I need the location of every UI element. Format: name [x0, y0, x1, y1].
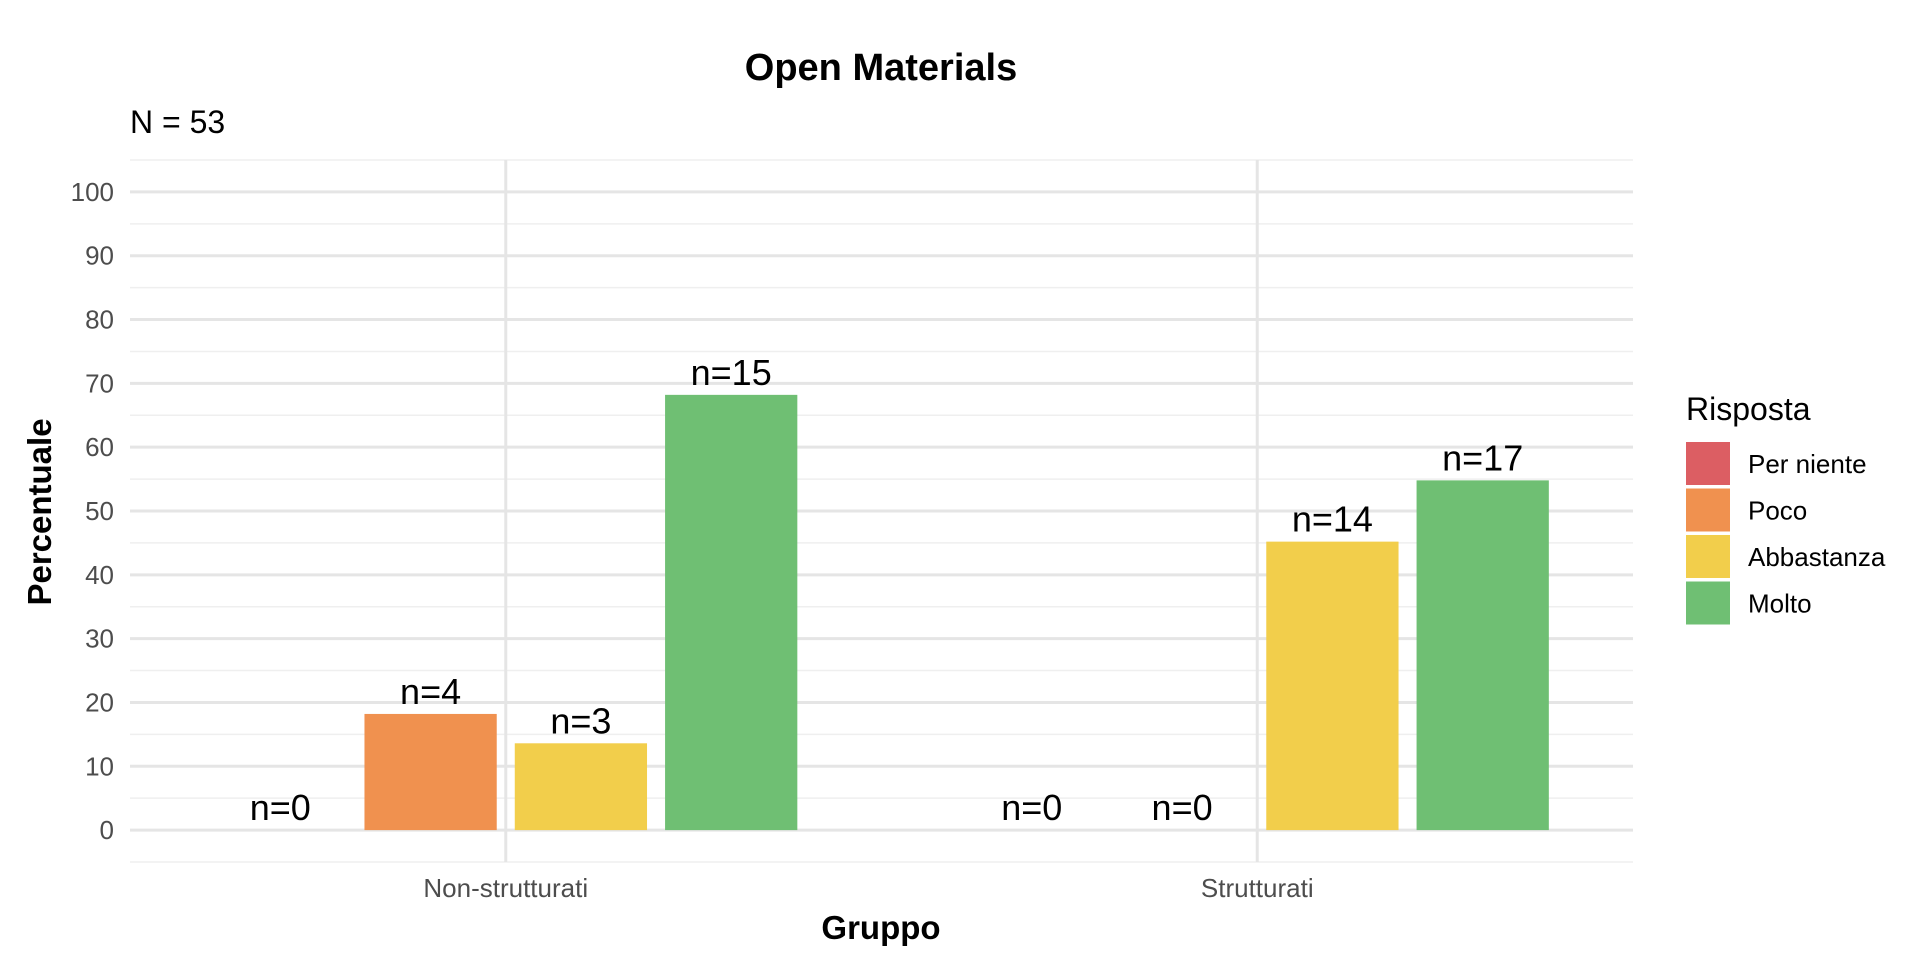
chart-subtitle: N = 53: [130, 104, 225, 140]
bar: [364, 713, 497, 831]
grid: [130, 159, 1633, 863]
x-tick-label: Strutturati: [1201, 873, 1314, 903]
x-tick-label: Non-strutturati: [423, 873, 588, 903]
data-label: n=0: [1001, 787, 1062, 828]
y-tick-label: 70: [85, 368, 114, 398]
bar: [1266, 541, 1399, 831]
bar: [514, 743, 648, 831]
data-label: n=3: [550, 700, 611, 741]
legend-swatch: [1686, 442, 1730, 485]
y-axis-ticks: 0 10 20 30 40 50 60 70 80 90 100: [71, 177, 114, 845]
data-label: n=15: [691, 352, 772, 393]
data-label: n=14: [1292, 499, 1373, 540]
legend: Risposta Per niente Poco Abbastanza Molto: [1686, 391, 1886, 625]
legend-label: Molto: [1748, 589, 1812, 619]
y-tick-label: 0: [100, 815, 114, 845]
legend-swatch: [1686, 488, 1730, 532]
data-label: n=17: [1442, 437, 1523, 478]
data-label: n=4: [400, 671, 461, 712]
data-label: n=0: [250, 787, 311, 828]
legend-label: Abbastanza: [1748, 542, 1886, 572]
legend-label: Poco: [1748, 496, 1807, 526]
legend-label: Per niente: [1748, 449, 1867, 479]
y-tick-label: 50: [85, 496, 114, 526]
y-tick-label: 10: [85, 751, 114, 781]
bar: [665, 394, 798, 831]
y-axis-title: Percentuale: [21, 418, 58, 605]
y-tick-label: 30: [85, 624, 114, 654]
bar-labels: n=0 n=0 n=4 n=0 n=3 n=14 n=15 n=17: [250, 352, 1523, 828]
y-tick-label: 40: [85, 560, 114, 590]
chart-title: Open Materials: [745, 47, 1017, 89]
bar: [1416, 480, 1549, 831]
data-label: n=0: [1152, 787, 1213, 828]
x-axis-title: Gruppo: [821, 909, 940, 946]
y-tick-label: 20: [85, 687, 114, 717]
bars: [364, 394, 1549, 831]
legend-swatch: [1686, 581, 1730, 625]
x-axis-ticks: Non-strutturati Strutturati: [423, 873, 1313, 903]
legend-title: Risposta: [1686, 391, 1811, 427]
legend-swatch: [1686, 535, 1730, 578]
y-tick-label: 60: [85, 432, 114, 462]
y-tick-label: 100: [71, 177, 114, 207]
y-tick-label: 90: [85, 241, 114, 271]
y-tick-label: 80: [85, 305, 114, 335]
